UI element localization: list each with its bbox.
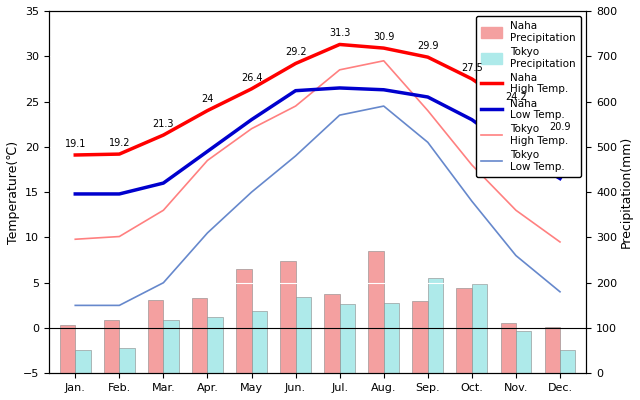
Bar — [163, 320, 179, 373]
Bar — [192, 298, 207, 373]
Text: 29.2: 29.2 — [285, 47, 307, 57]
Text: 27.5: 27.5 — [461, 62, 483, 72]
Bar — [428, 278, 444, 373]
Legend: Naha
Precipitation, Tokyo
Precipitation, Naha
High Temp., Naha
Low Temp., Tokyo
: Naha Precipitation, Tokyo Precipitation,… — [476, 16, 581, 177]
Text: 21.3: 21.3 — [153, 119, 174, 129]
Bar — [472, 284, 487, 373]
Bar — [516, 331, 531, 373]
Bar — [148, 300, 163, 373]
Y-axis label: Precipitation(mm): Precipitation(mm) — [620, 136, 633, 248]
Bar — [280, 262, 296, 373]
Bar — [368, 250, 384, 373]
Bar — [340, 304, 355, 373]
Bar — [236, 269, 252, 373]
Text: 30.9: 30.9 — [373, 32, 394, 42]
Text: 19.1: 19.1 — [65, 139, 86, 149]
Bar — [324, 294, 340, 373]
Bar — [456, 288, 472, 373]
Y-axis label: Temperature(℃): Temperature(℃) — [7, 140, 20, 244]
Bar — [560, 350, 575, 373]
Text: 29.9: 29.9 — [417, 41, 438, 51]
Bar — [104, 320, 119, 373]
Text: 26.4: 26.4 — [241, 72, 262, 82]
Bar — [545, 327, 560, 373]
Bar — [76, 350, 91, 373]
Bar — [207, 317, 223, 373]
Bar — [60, 325, 76, 373]
Bar — [500, 323, 516, 373]
Bar — [252, 311, 267, 373]
Text: 31.3: 31.3 — [329, 28, 350, 38]
Text: 24: 24 — [201, 94, 214, 104]
Bar — [119, 348, 135, 373]
Bar — [412, 301, 428, 373]
Bar — [296, 297, 311, 373]
Text: 24.2: 24.2 — [505, 92, 527, 102]
Text: 20.9: 20.9 — [549, 122, 571, 132]
Bar — [384, 303, 399, 373]
Text: 19.2: 19.2 — [109, 138, 130, 148]
